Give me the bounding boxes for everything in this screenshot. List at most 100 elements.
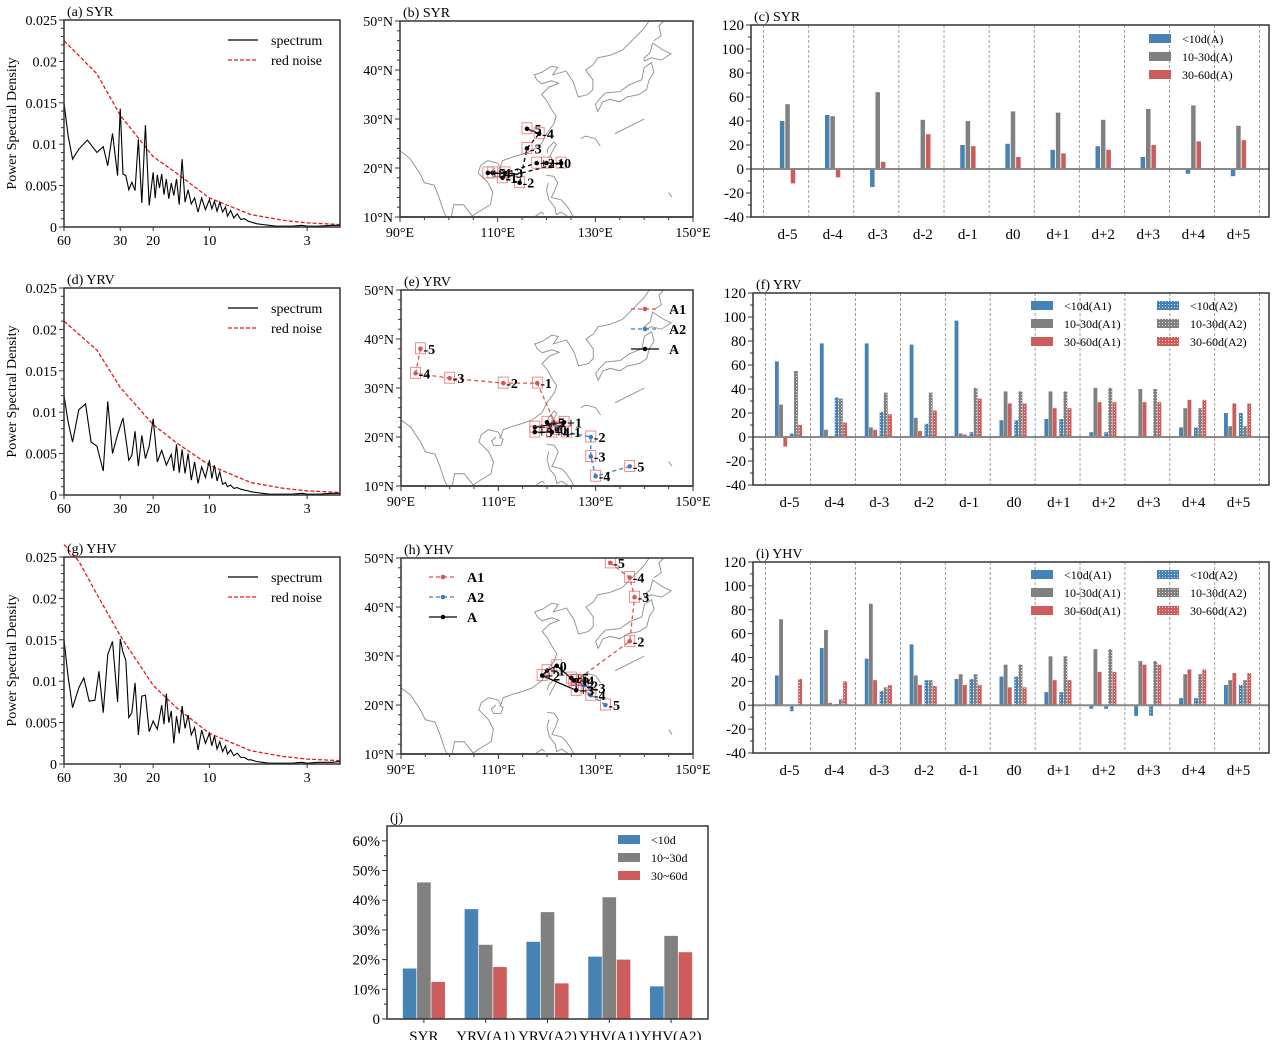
track-box (624, 571, 636, 583)
track-point-label: +4 (496, 167, 511, 182)
bar-10-30d-a1- (868, 603, 873, 706)
bar-10-30d-a1- (1003, 391, 1008, 437)
coastline (643, 579, 673, 599)
plot-frame (63, 19, 341, 228)
lat-tick-label: 10°N (364, 748, 394, 763)
x-tick-label: d-1 (958, 227, 978, 243)
map-panel-b: -5 -4-3 -2 -1 0+1+2 +3+4+5 10°N 20°N 30°N 40°N 50°… (363, 6, 710, 241)
track-box (585, 450, 597, 463)
coastline (643, 42, 672, 62)
bar--10d-a- (1050, 149, 1055, 169)
track-box (444, 371, 456, 384)
bar-10-30d-a2- (794, 371, 798, 437)
x-tick-label: d+1 (1047, 763, 1070, 779)
track-box (629, 590, 640, 603)
y-axis-label: Power Spectral Density (5, 325, 20, 457)
coastline (653, 21, 665, 41)
bar--10d-a2- (969, 678, 974, 706)
legend-label-a2: A2 (669, 323, 686, 338)
y-axis-label: Power Spectral Density (5, 57, 20, 189)
bar-10-30d (417, 882, 431, 1019)
bar--10d-a1- (999, 420, 1004, 437)
bar-30-60d-a1- (1052, 408, 1057, 437)
bar--10d-a1- (819, 647, 824, 706)
legend-swatch (1149, 34, 1171, 43)
legend-label: <10d(A2) (1190, 568, 1237, 582)
track-point (500, 380, 506, 386)
x-tick-label: 20 (146, 234, 160, 249)
bar-10-30d-a2- (1108, 649, 1113, 706)
lon-tick-label: 150°E (675, 763, 710, 778)
track-box (410, 366, 422, 379)
bar--10d (402, 968, 417, 1019)
bar-30-60d-a1- (1007, 687, 1012, 706)
bar-10-30d (664, 935, 678, 1019)
bar-30-60d-a2- (977, 398, 982, 437)
bar-10-30d-a1- (779, 404, 783, 437)
bar-10-30d-a2- (1198, 408, 1203, 437)
bar-30-60d-a1- (1232, 673, 1237, 706)
bar-30-60d-a1- (1232, 403, 1237, 437)
bar-30-60d-a- (1061, 153, 1066, 169)
coastline (546, 174, 574, 217)
coastline (580, 404, 601, 416)
track-point (558, 160, 564, 166)
bar--10d-a1- (909, 644, 914, 706)
coastline (614, 655, 645, 672)
bar-30-60d-a1- (828, 702, 833, 706)
y-tick-label: 50% (353, 864, 381, 880)
bar-30-60d-a1- (1187, 399, 1192, 437)
red-noise-line (63, 320, 341, 494)
track-point-label: -2 (506, 377, 518, 392)
bar-10-30d-a1- (1138, 389, 1143, 437)
track-point-label: -1 (540, 377, 552, 392)
x-tick-label: d-4 (823, 227, 843, 243)
y-tick-label: -20 (726, 722, 746, 738)
x-tick-label: d+5 (1227, 227, 1250, 243)
y-tick-label: 30% (353, 923, 381, 939)
x-tick-label: d-4 (824, 763, 844, 779)
bar--10d-a2- (789, 433, 794, 437)
legend-label: 10-30d(A1) (1064, 317, 1121, 331)
bar--10d (650, 986, 664, 1019)
legend-label: 10-30d(A2) (1190, 317, 1247, 331)
red-noise-line (63, 544, 341, 762)
legend-swatch (1031, 588, 1053, 597)
bar-30-60d-a1- (783, 437, 788, 447)
track-box (514, 176, 526, 189)
bar-10-30d-a2- (973, 674, 978, 706)
map-content: -5-4 -3 -2 -1-5-4-3-2-10 +1+2+3 +4+5 (401, 290, 673, 486)
y-tick-label: 0.01 (33, 138, 58, 153)
y-tick-label: 0.025 (26, 14, 58, 29)
track-point-label: -4 (599, 470, 611, 485)
x-tick-label: d+4 (1182, 763, 1206, 779)
track-point (588, 685, 594, 691)
x-tick-label: 30 (113, 502, 127, 517)
x-tick-label: d-4 (824, 495, 844, 511)
panel-title: (e) YRV (404, 275, 451, 290)
track-point (544, 160, 549, 166)
x-tick-label: d-5 (778, 227, 798, 243)
bar-30-60d-a1- (918, 431, 922, 437)
legend-marker (642, 326, 648, 332)
y-tick-label: 0.02 (33, 323, 58, 338)
bar-30-60d-a2- (888, 684, 892, 706)
bar-10-30d-a2- (928, 392, 933, 437)
coastline (450, 204, 474, 217)
track-point-label: -1 (577, 675, 589, 690)
bar-30-60d-a1- (918, 684, 922, 706)
plot-background (64, 20, 340, 227)
bar--10d-a1- (819, 343, 824, 437)
track-point-label: -3 (594, 682, 606, 697)
bar-10-30d-a- (785, 104, 790, 169)
track-point-label: 0 (564, 157, 571, 172)
legend-label-spectrum: spectrum (271, 302, 322, 317)
track-point-label: -1 (569, 426, 581, 441)
x-tick-label: 60 (57, 771, 71, 786)
bar--10d-a1- (1089, 432, 1094, 437)
red-noise-line (63, 40, 341, 226)
bar-30-60d-a- (790, 169, 796, 184)
y-tick-label: 10% (353, 982, 381, 998)
lat-tick-label: 10°N (363, 211, 393, 226)
lat-tick-label: 20°N (364, 699, 394, 714)
